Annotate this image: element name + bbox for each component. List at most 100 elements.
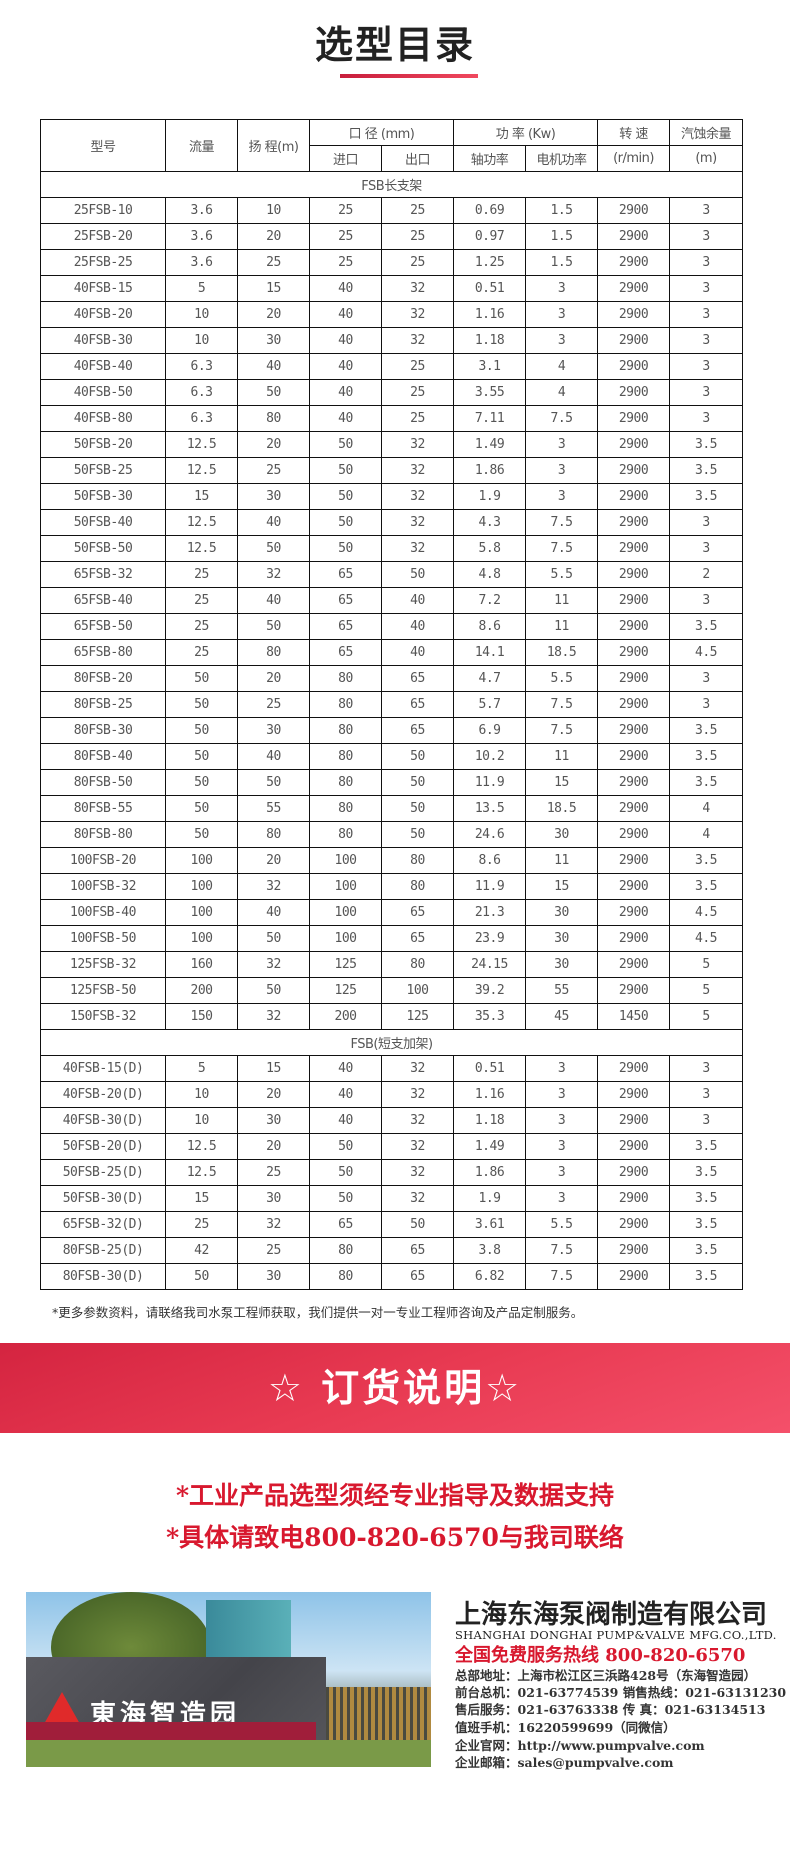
table-cell: 80 xyxy=(237,405,310,432)
table-cell: 125 xyxy=(309,977,382,1004)
table-cell: 3 xyxy=(669,223,744,250)
table-cell: 3.6 xyxy=(165,223,238,250)
table-cell: 50 xyxy=(309,483,382,510)
table-cell: 23.9 xyxy=(453,925,526,952)
phones: 前台总机：021-63774539 销售热线：021-63131230 xyxy=(455,1685,787,1700)
table-cell: 15 xyxy=(237,1055,310,1082)
table-cell: 7.5 xyxy=(524,405,599,432)
table-cell: 6.82 xyxy=(453,1263,526,1290)
table-cell: 50FSB-20(D) xyxy=(40,1133,166,1160)
table-cell: 3 xyxy=(524,1185,599,1212)
table-cell: 5 xyxy=(165,1055,238,1082)
table-cell: 2900 xyxy=(597,743,671,770)
table-cell: 50 xyxy=(165,821,238,848)
table-cell: 50 xyxy=(381,821,454,848)
table-cell: 50 xyxy=(165,665,238,692)
table-cell: 40FSB-20 xyxy=(40,301,166,328)
table-cell: 3.5 xyxy=(669,1185,744,1212)
table-cell: 30 xyxy=(524,925,599,952)
table-cell: 7.5 xyxy=(524,691,599,718)
table-cell: 2900 xyxy=(597,1055,671,1082)
table-cell: 25 xyxy=(309,249,382,276)
table-cell: 18.5 xyxy=(524,639,599,666)
table-cell: 1.5 xyxy=(524,197,599,224)
email[interactable]: 企业邮箱：sales@pumpvalve.com xyxy=(455,1755,674,1770)
table-cell: 3.1 xyxy=(453,353,526,380)
table-cell: 18.5 xyxy=(524,795,599,822)
table-cell: 5.5 xyxy=(524,1211,599,1238)
table-cell: 32 xyxy=(381,457,454,484)
header-shaft-power: 轴功率 xyxy=(453,145,526,172)
table-cell: 2900 xyxy=(597,769,671,796)
table-cell: 12.5 xyxy=(165,457,238,484)
table-cell: 3.5 xyxy=(669,743,744,770)
table-cell: 50 xyxy=(237,613,310,640)
table-row: 80FSB-25(D) 42 25 80 65 3.8 7.5 2900 3.5 xyxy=(40,1237,744,1264)
table-cell: 2900 xyxy=(597,457,671,484)
lawn xyxy=(26,1740,431,1767)
table-cell: 32 xyxy=(381,535,454,562)
table-row: 80FSB-25 50 25 80 65 5.7 7.5 2900 3 xyxy=(40,691,744,718)
table-cell: 3.5 xyxy=(669,483,744,510)
table-cell: 50 xyxy=(309,1133,382,1160)
table-cell: 2900 xyxy=(597,717,671,744)
table-cell: 40 xyxy=(309,275,382,302)
table-row: 80FSB-40 50 40 80 50 10.2 11 2900 3.5 xyxy=(40,743,744,770)
table-cell: 50 xyxy=(165,691,238,718)
header-inlet: 进口 xyxy=(309,145,382,172)
table-row: 40FSB-80 6.3 80 40 25 7.11 7.5 2900 3 xyxy=(40,405,744,432)
table-cell: 2900 xyxy=(597,925,671,952)
table-cell: 45 xyxy=(524,1003,599,1030)
table-cell: 10.2 xyxy=(453,743,526,770)
table-row: 50FSB-20 12.5 20 50 32 1.49 3 2900 3.5 xyxy=(40,431,744,458)
table-cell: 2900 xyxy=(597,587,671,614)
table-cell: 2900 xyxy=(597,1211,671,1238)
table-cell: 6.3 xyxy=(165,379,238,406)
table-cell: 55 xyxy=(524,977,599,1004)
table-cell: 1.86 xyxy=(453,457,526,484)
table-cell: 2900 xyxy=(597,873,671,900)
table-cell: 25 xyxy=(381,197,454,224)
table-cell: 65 xyxy=(381,665,454,692)
table-cell: 6.3 xyxy=(165,353,238,380)
table-cell: 40FSB-15 xyxy=(40,275,166,302)
table-cell: 20 xyxy=(237,847,310,874)
table-cell: 32 xyxy=(381,1133,454,1160)
table-cell: 50FSB-25(D) xyxy=(40,1159,166,1186)
table-cell: 2900 xyxy=(597,1263,671,1290)
table-cell: 80 xyxy=(381,847,454,874)
table-cell: 5 xyxy=(669,1003,744,1030)
table-cell: 32 xyxy=(237,1211,310,1238)
table-cell: 2900 xyxy=(597,431,671,458)
table-cell: 2900 xyxy=(597,665,671,692)
table-cell: 80 xyxy=(309,795,382,822)
table-cell: 32 xyxy=(381,1185,454,1212)
table-cell: 4 xyxy=(524,379,599,406)
table-row: 80FSB-55 50 55 80 50 13.5 18.5 2900 4 xyxy=(40,795,744,822)
table-cell: 65 xyxy=(381,1263,454,1290)
table-cell: 3 xyxy=(524,1055,599,1082)
company-name-en: SHANGHAI DONGHAI PUMP&VALVE MFG.CO.,LTD. xyxy=(455,1628,777,1642)
table-cell: 3 xyxy=(669,275,744,302)
table-cell: 50 xyxy=(381,795,454,822)
order-banner: ☆ 订货说明☆ xyxy=(0,1343,790,1433)
table-cell: 65FSB-40 xyxy=(40,587,166,614)
table-cell: 80 xyxy=(309,665,382,692)
table-row: 25FSB-20 3.6 20 25 25 0.97 1.5 2900 3 xyxy=(40,223,744,250)
table-cell: 40FSB-50 xyxy=(40,379,166,406)
table-cell: 3 xyxy=(524,431,599,458)
table-cell: 3 xyxy=(669,587,744,614)
table-cell: 100 xyxy=(309,847,382,874)
table-cell: 25 xyxy=(165,561,238,588)
table-cell: 4 xyxy=(669,821,744,848)
table-cell: 25 xyxy=(165,613,238,640)
table-cell: 3.5 xyxy=(669,457,744,484)
website[interactable]: 企业官网：http://www.pumpvalve.com xyxy=(455,1738,705,1753)
table-cell: 65 xyxy=(381,691,454,718)
table-cell: 100 xyxy=(309,925,382,952)
table-cell: 50 xyxy=(237,535,310,562)
table-cell: 12.5 xyxy=(165,1159,238,1186)
table-cell: 2900 xyxy=(597,483,671,510)
table-cell: 8.6 xyxy=(453,613,526,640)
table-cell: 3 xyxy=(669,691,744,718)
